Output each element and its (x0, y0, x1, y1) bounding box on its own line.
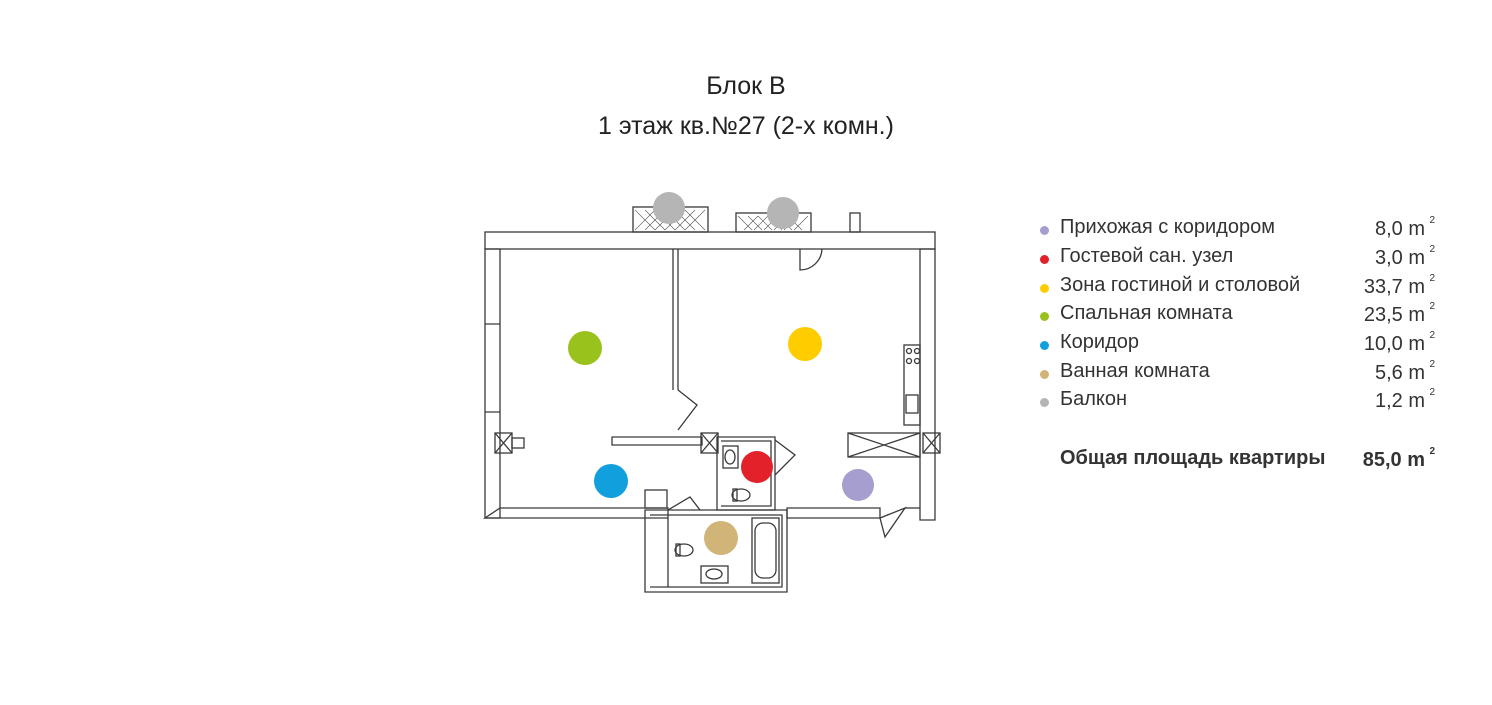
walls (482, 206, 941, 593)
legend-label: Ванная комната (1060, 360, 1210, 382)
legend-area: 1,2 m (1374, 390, 1425, 412)
guest-wc-marker (741, 451, 773, 483)
apartment-title: 1 этаж кв.№27 (2-х комн.) (598, 112, 894, 140)
legend-area: 33,7 m (1363, 276, 1425, 298)
legend-item: Балкон 1,2 m 2 (1040, 387, 1435, 416)
legend-area: 10,0 m (1363, 333, 1425, 355)
legend-item: Гостевой сан. узел 3,0 m 2 (1040, 244, 1435, 273)
legend-area: 3,0 m (1374, 247, 1425, 269)
legend-area: 5,6 m (1374, 362, 1425, 384)
block-title: Блок В (706, 72, 786, 100)
legend-dot (1040, 284, 1049, 293)
legend-unit-sup: 2 (1429, 359, 1435, 370)
legend-area: 23,5 m (1363, 304, 1425, 326)
legend-dot (1040, 255, 1049, 264)
total-area-value: 85,0 m (1362, 449, 1425, 471)
corridor-marker (594, 464, 628, 498)
total-area-unit-sup: 2 (1429, 446, 1435, 457)
legend-label: Прихожая с коридором (1060, 216, 1275, 238)
legend-dot (1040, 226, 1049, 235)
legend-label: Гостевой сан. узел (1060, 245, 1234, 267)
legend-item: Коридор 10,0 m 2 (1040, 330, 1435, 359)
legend-item: Зона гостиной и столовой 33,7 m 2 (1040, 273, 1435, 302)
legend-unit-sup: 2 (1429, 244, 1435, 255)
hallway-marker (842, 469, 874, 501)
legend-item: Спальная комната 23,5 m 2 (1040, 301, 1435, 330)
legend-dot (1040, 341, 1049, 350)
legend-dot (1040, 398, 1049, 407)
legend-unit-sup: 2 (1429, 301, 1435, 312)
legend-dot (1040, 370, 1049, 379)
balcony-marker-1 (653, 192, 685, 224)
living-marker (788, 327, 822, 361)
total-area-row: Общая площадь квартиры 85,0 m 2 (1040, 446, 1435, 475)
floor-plan (482, 192, 941, 593)
legend-label: Спальная комната (1060, 302, 1233, 324)
balcony-marker-2 (767, 197, 799, 229)
legend-area: 8,0 m (1374, 218, 1425, 240)
legend-unit-sup: 2 (1429, 330, 1435, 341)
legend-dot (1040, 312, 1049, 321)
legend-item: Ванная комната 5,6 m 2 (1040, 359, 1435, 388)
bedroom-marker (568, 331, 602, 365)
legend-label: Зона гостиной и столовой (1060, 274, 1301, 296)
legend-label: Балкон (1060, 388, 1128, 410)
legend-unit-sup: 2 (1429, 273, 1435, 284)
bathroom-marker (704, 521, 738, 555)
total-area-label: Общая площадь квартиры (1060, 447, 1326, 469)
legend-label: Коридор (1060, 331, 1139, 353)
legend-unit-sup: 2 (1429, 387, 1435, 398)
legend-item: Прихожая с коридором 8,0 m 2 (1040, 215, 1435, 244)
legend-unit-sup: 2 (1429, 215, 1435, 226)
